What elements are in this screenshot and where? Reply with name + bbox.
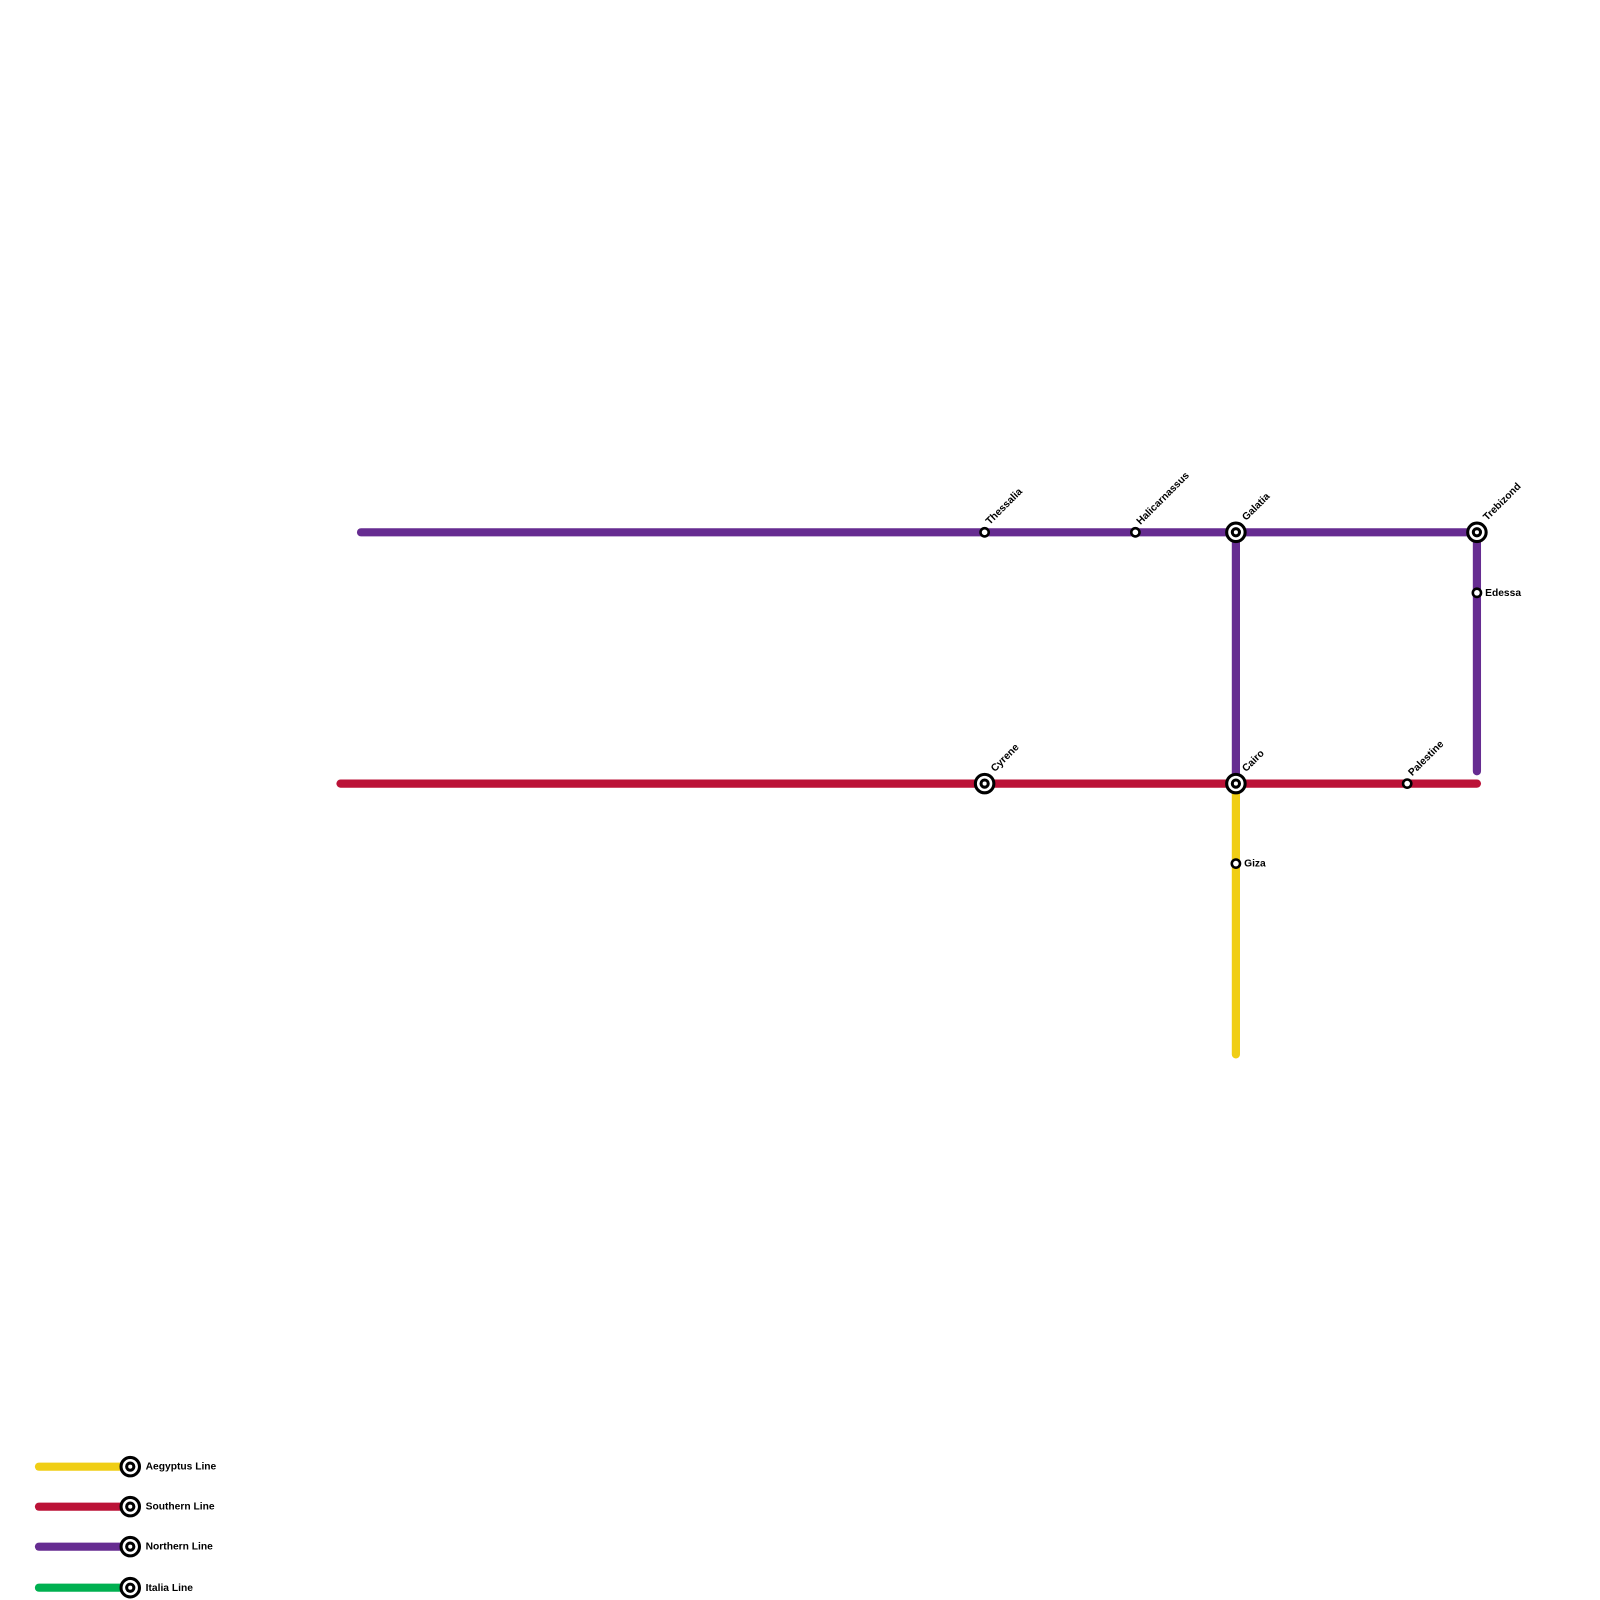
station-label: Thessalia — [984, 486, 1025, 527]
station-label: Halicarnassus — [1135, 470, 1192, 527]
station-label: Palestine — [1407, 739, 1447, 779]
station-label: Trebizond — [1482, 481, 1524, 523]
station — [979, 526, 990, 538]
legend-label: Southern Line — [146, 1502, 215, 1513]
station-label: Giza — [1244, 859, 1266, 870]
interchange — [973, 521, 1488, 795]
station — [1471, 587, 1483, 599]
station — [1129, 526, 1141, 538]
legend-label: Northern Line — [146, 1542, 213, 1553]
station-label: Edessa — [1485, 588, 1521, 599]
station — [1401, 778, 1413, 789]
station-label: Cyrene — [989, 742, 1022, 775]
station-label: Cairo — [1240, 748, 1266, 774]
legend: Aegyptus Line Southern Line Northern Lin… — [34, 1455, 217, 1599]
legend-label: Italia Line — [146, 1583, 194, 1594]
northern-line — [356, 528, 1482, 776]
legend-label: Aegyptus Line — [146, 1462, 217, 1473]
station-label: Galatia — [1240, 491, 1272, 523]
station — [1230, 858, 1242, 869]
